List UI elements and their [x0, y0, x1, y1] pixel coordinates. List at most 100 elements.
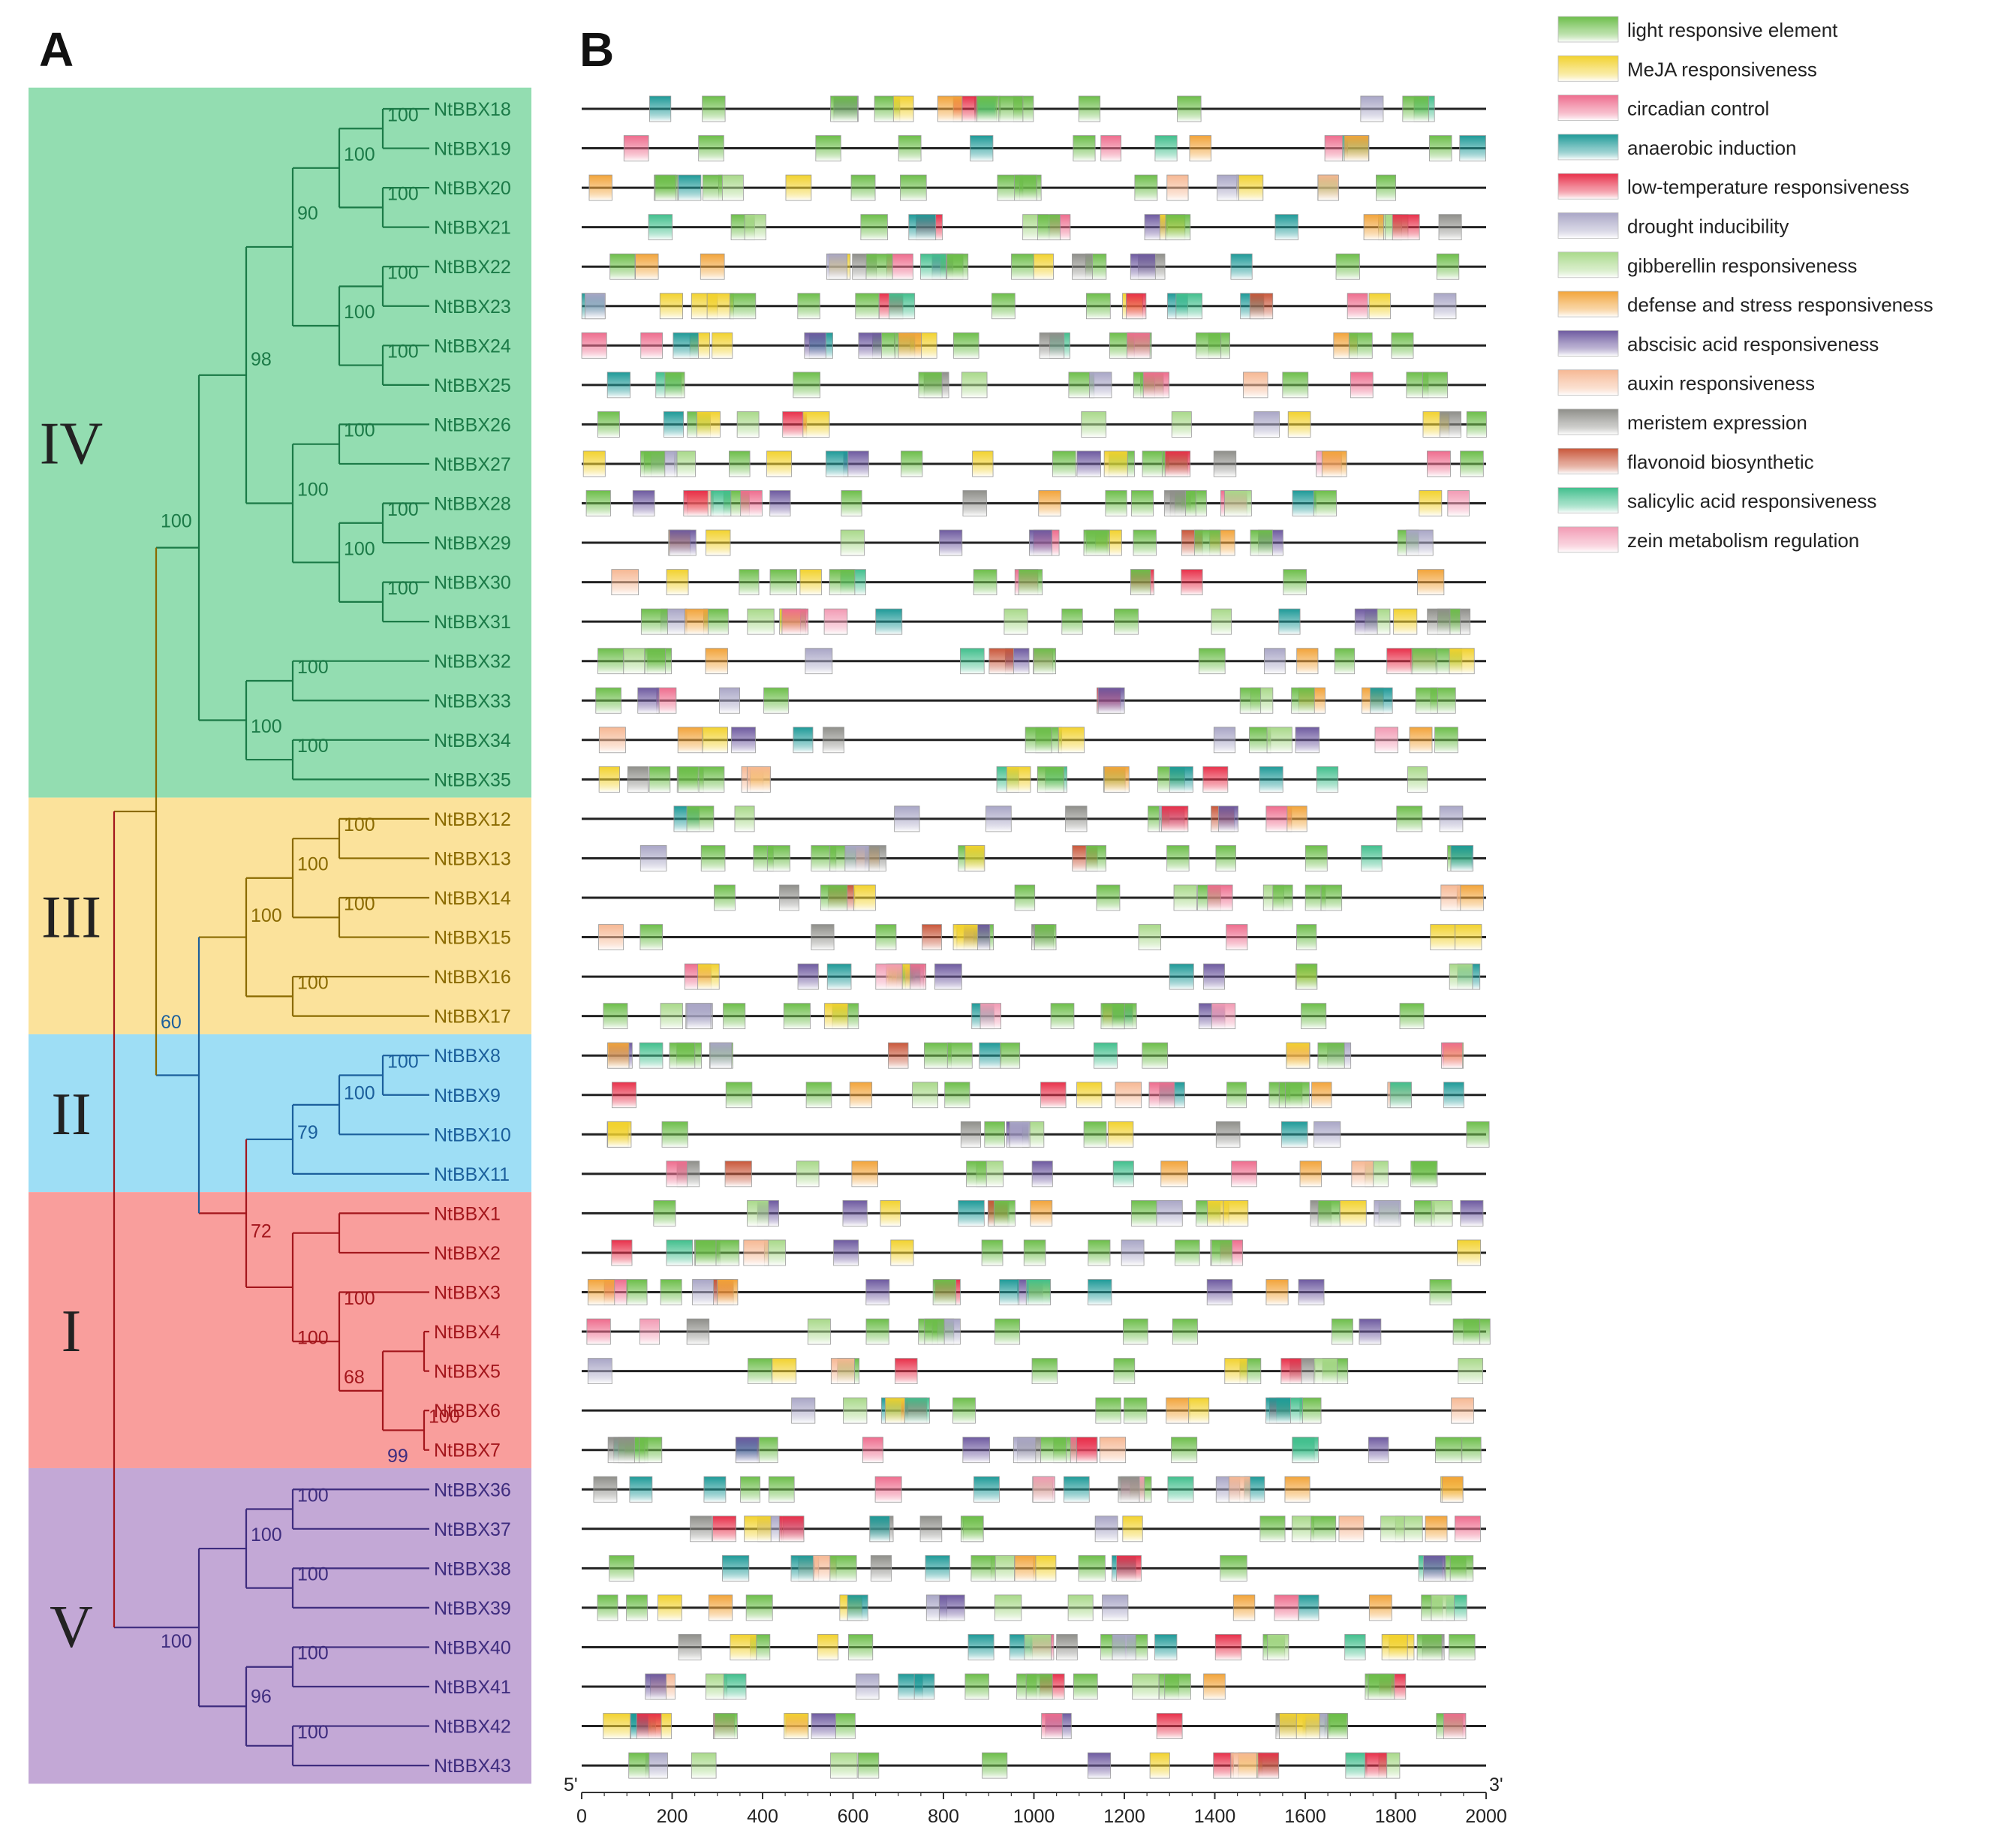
cis-element — [666, 1160, 688, 1187]
cis-element — [962, 1437, 991, 1464]
cis-element — [1466, 411, 1487, 438]
cis-element — [961, 372, 988, 399]
cis-element — [938, 1594, 965, 1621]
cis-element — [1025, 1673, 1053, 1700]
cis-element — [962, 490, 987, 516]
cis-element — [784, 1713, 809, 1739]
cis-element — [1156, 1713, 1183, 1739]
cis-element — [1320, 884, 1343, 911]
cis-element — [1299, 1397, 1322, 1424]
cis-element — [585, 490, 611, 516]
cis-element — [639, 1042, 664, 1069]
cis-element — [593, 1476, 618, 1503]
clade-band-III — [29, 797, 531, 1034]
cis-element — [1239, 687, 1262, 714]
axis-3prime: 3' — [1489, 1774, 1503, 1795]
cis-element — [939, 529, 963, 556]
cis-element — [1006, 766, 1031, 793]
cis-element — [1431, 1200, 1453, 1226]
cis-element — [611, 569, 639, 595]
cis-element — [709, 1042, 733, 1069]
gene-labels: NtBBX18 NtBBX19 NtBBX20 NtBBX21 NtBBX22 NtBBX… — [434, 99, 511, 1777]
cis-element — [1334, 648, 1356, 675]
legend-label: anaerobic induction — [1627, 137, 1797, 159]
cis-element — [1118, 1476, 1140, 1503]
cis-element — [1097, 687, 1125, 714]
legend-swatch — [1557, 173, 1619, 200]
cis-element — [1249, 293, 1274, 320]
promoter-track — [582, 727, 1486, 754]
cis-element — [697, 411, 721, 438]
cis-element — [1037, 214, 1061, 241]
cis-element — [632, 490, 655, 516]
cis-element — [1114, 608, 1139, 635]
legend-swatch — [1557, 212, 1619, 239]
axis-tick-label: 1200 — [1103, 1806, 1145, 1827]
legend-label: MeJA responsiveness — [1627, 58, 1817, 80]
bootstrap-value: 100 — [297, 1485, 329, 1506]
cis-element — [865, 1318, 889, 1345]
promoter-track — [582, 1555, 1486, 1582]
cis-element — [1072, 253, 1093, 280]
cis-element — [723, 1673, 747, 1700]
cis-element — [1284, 1476, 1310, 1503]
cis-element — [988, 648, 1014, 675]
cis-element — [690, 1515, 712, 1543]
cis-element — [982, 1752, 1008, 1779]
cis-element — [842, 1200, 868, 1226]
cis-element — [920, 253, 946, 280]
gene-label: NtBBX40 — [434, 1637, 511, 1658]
cis-element — [1438, 214, 1462, 241]
promoter-track — [582, 253, 1486, 280]
cis-element — [1230, 253, 1253, 280]
cis-element — [925, 1555, 950, 1582]
gene-label: NtBBX13 — [434, 848, 511, 869]
cis-element — [1094, 1515, 1118, 1543]
legend-swatch — [1557, 55, 1619, 82]
cis-element — [597, 1594, 618, 1621]
bootstrap-value: 79 — [297, 1122, 318, 1143]
cis-element — [607, 1437, 635, 1464]
cis-element — [769, 569, 798, 595]
cis-element — [1328, 1713, 1348, 1739]
cis-element — [1299, 1160, 1322, 1187]
promoter-track — [582, 1279, 1486, 1305]
axis-tick-label: 1600 — [1284, 1806, 1326, 1827]
cis-element — [734, 805, 755, 832]
cis-element — [1226, 1082, 1247, 1109]
cis-element — [719, 687, 740, 714]
promoter-track — [582, 529, 1486, 556]
cis-element — [1127, 332, 1151, 359]
cis-element — [791, 1397, 816, 1424]
cis-element — [855, 1673, 880, 1700]
cis-element — [1103, 450, 1128, 477]
cis-element — [1441, 1476, 1464, 1503]
cis-element — [1316, 766, 1339, 793]
cis-element — [805, 648, 833, 675]
cis-element — [757, 1437, 778, 1464]
cis-element — [826, 253, 848, 280]
cis-element — [705, 1673, 727, 1700]
cis-element — [1286, 805, 1307, 832]
clade-band-I — [29, 1192, 531, 1468]
cis-element — [851, 1160, 878, 1187]
cis-element — [860, 214, 888, 241]
gene-label: NtBBX35 — [434, 769, 511, 790]
gene-label: NtBBX16 — [434, 967, 511, 988]
cis-element — [970, 1555, 996, 1582]
cis-element — [869, 1515, 890, 1543]
cis-element — [898, 332, 922, 359]
cis-element — [1415, 687, 1438, 714]
cis-element — [1411, 648, 1437, 675]
cis-element — [626, 1594, 648, 1621]
cis-element — [1368, 293, 1391, 320]
cis-element — [1386, 648, 1413, 675]
cis-element — [1025, 1279, 1051, 1305]
cis-element — [1431, 1594, 1455, 1621]
promoter-track — [582, 963, 1486, 990]
bootstrap-value: 60 — [161, 1012, 182, 1033]
cis-element — [912, 1082, 938, 1109]
promoter-track — [582, 1082, 1486, 1109]
cis-element — [1265, 1397, 1291, 1424]
